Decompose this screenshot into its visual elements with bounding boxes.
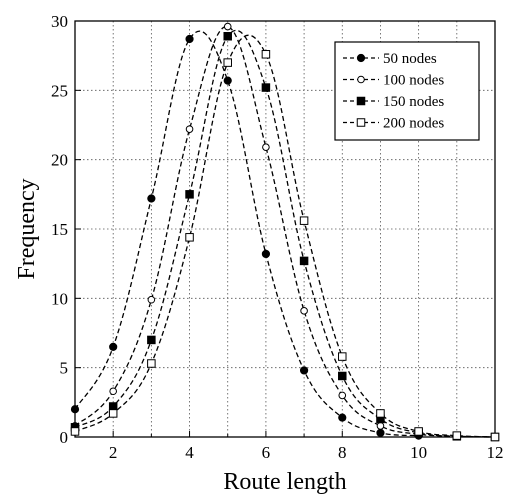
x-tick-label: 8 [338, 443, 347, 462]
legend-marker [357, 75, 365, 84]
legend-label: 150 nodes [383, 94, 444, 110]
y-axis-label: Frequency [14, 178, 40, 279]
x-axis-ticks: 2 4 6 8 10 12 [109, 431, 504, 462]
y-axis-ticks: 0 5 10 15 20 25 30 [51, 12, 81, 447]
legend-entry: 100 nodes [343, 73, 444, 89]
data-point [147, 295, 156, 304]
data-point [338, 413, 347, 422]
data-point [376, 409, 385, 418]
series-200-nodes [70, 34, 500, 442]
data-point [338, 371, 347, 381]
y-tick-label: 25 [51, 81, 68, 100]
data-point [261, 249, 271, 259]
data-point [147, 335, 156, 345]
data-point [452, 431, 462, 440]
data-point [261, 83, 271, 92]
legend-label: 100 nodes [383, 73, 444, 89]
legend-label: 50 nodes [383, 51, 437, 67]
legend-entry: 50 nodes [343, 51, 437, 67]
data-point [185, 233, 194, 242]
data-point [223, 76, 232, 85]
x-tick-label: 6 [262, 443, 271, 462]
legend-label: 200 nodes [383, 116, 444, 132]
data-point [262, 143, 270, 151]
data-point [299, 256, 309, 266]
x-axis-label: Route length [223, 469, 346, 495]
legend-entry: 200 nodes [343, 116, 444, 132]
series-layer [70, 22, 500, 442]
data-point [338, 352, 347, 361]
y-tick-label: 10 [51, 289, 68, 308]
x-tick-label: 12 [487, 443, 504, 462]
data-point [414, 427, 423, 436]
data-point [185, 190, 194, 199]
data-point [185, 34, 194, 44]
x-tick-label: 4 [185, 443, 194, 462]
y-tick-label: 20 [51, 151, 68, 170]
data-point [108, 402, 118, 411]
data-point [261, 50, 271, 59]
data-point [338, 391, 347, 400]
y-tick-label: 30 [51, 12, 68, 31]
data-point [376, 422, 385, 430]
data-point [108, 409, 118, 418]
data-point [376, 428, 385, 437]
legend-marker [356, 118, 366, 127]
data-point [70, 427, 80, 436]
legend: 50 nodes 100 nodes 150 nodes 200 nodes [334, 41, 480, 141]
data-point [223, 58, 232, 67]
data-point [70, 405, 80, 414]
legend-marker [356, 96, 366, 106]
data-point [490, 432, 500, 442]
y-tick-label: 15 [51, 220, 68, 239]
data-point [185, 125, 194, 133]
y-tick-label: 0 [60, 428, 69, 447]
data-point [223, 32, 232, 41]
data-point [109, 342, 118, 351]
legend-entry: 150 nodes [343, 94, 444, 110]
x-tick-label: 10 [410, 443, 427, 462]
data-point [300, 307, 308, 315]
legend-marker [356, 53, 366, 63]
data-point [147, 194, 156, 203]
data-point [299, 366, 309, 375]
x-tick-label: 2 [109, 443, 118, 462]
data-point [109, 387, 117, 396]
y-tick-label: 5 [60, 359, 69, 378]
data-point [299, 216, 309, 225]
data-point [147, 359, 156, 368]
data-point [223, 22, 232, 31]
